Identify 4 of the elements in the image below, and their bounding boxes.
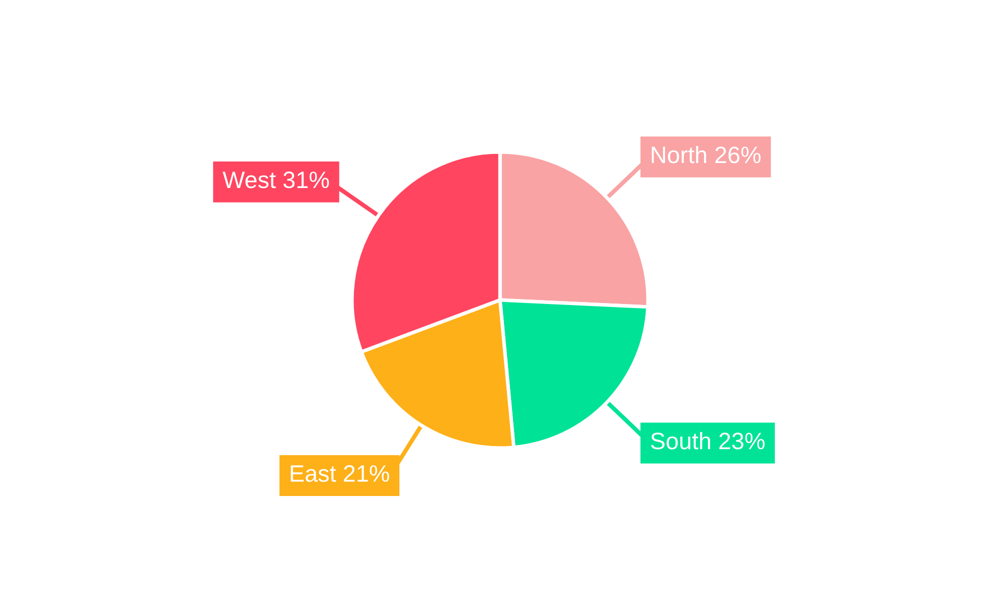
slice-label: West 31% bbox=[222, 172, 329, 188]
slice-label: South 23% bbox=[650, 432, 765, 450]
slice-label: East 21% bbox=[290, 465, 390, 482]
slice-label: North 26% bbox=[652, 146, 761, 164]
